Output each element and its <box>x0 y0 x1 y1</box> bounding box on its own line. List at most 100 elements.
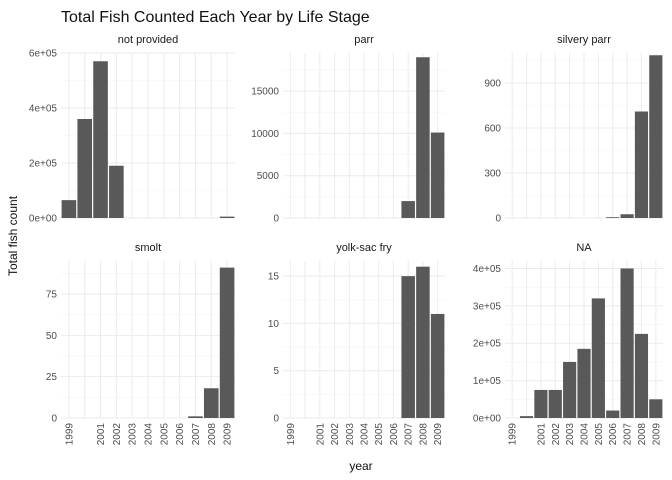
x-tick-label: 2009 <box>433 423 444 446</box>
bar <box>219 267 235 418</box>
bar <box>401 201 415 218</box>
y-tick-label: 15000 <box>251 87 279 98</box>
bar <box>620 214 634 218</box>
bar <box>534 389 548 418</box>
x-tick-label: 2008 <box>637 423 648 446</box>
facet-strip-label: NA <box>576 242 592 254</box>
y-tick-label: 600 <box>484 124 501 135</box>
y-tick-label: 2e+05 <box>473 339 502 350</box>
y-tick-label: 0 <box>51 414 57 425</box>
bar <box>620 268 634 418</box>
y-tick-label: 15 <box>268 272 280 283</box>
y-tick-label: 0 <box>273 214 279 225</box>
bar <box>563 361 577 418</box>
y-tick-label: 50 <box>46 331 58 342</box>
y-tick-label: 0 <box>273 414 279 425</box>
facet-strip-label: parr <box>354 34 374 46</box>
facet-panel-silvery-parr: 0 300 600 900 silvery parr <box>484 34 663 225</box>
facet-panel-smolt: 0 25 50 75 smolt 1999 2001 2002 2003 2004 2005 2006… <box>46 242 235 445</box>
y-tick-label: 2e+05 <box>29 159 58 170</box>
x-tick-label: 2002 <box>330 423 341 446</box>
x-tick-label: 2007 <box>623 423 634 446</box>
bar <box>188 416 203 418</box>
x-tick-label: 2001 <box>96 423 107 446</box>
y-tick-label: 0e+00 <box>473 414 502 425</box>
bar <box>61 200 77 218</box>
y-tick-label: 900 <box>484 79 501 90</box>
facet-strip-label: yolk-sac fry <box>336 242 392 254</box>
y-tick-label: 75 <box>46 290 58 301</box>
x-tick-label: 2005 <box>159 423 170 446</box>
facet-panel-not-provided: 0e+00 2e+05 4e+05 6e+05 not provided <box>29 34 235 225</box>
bar <box>634 333 649 418</box>
y-tick-label: 4e+05 <box>29 104 58 115</box>
x-tick-label: 2003 <box>565 423 576 446</box>
y-tick-label: 25 <box>46 372 58 383</box>
x-tick-label: 2007 <box>191 423 202 446</box>
x-tick-label: 2009 <box>223 423 234 446</box>
x-tick-label: 2003 <box>128 423 139 446</box>
x-tick-label: 2006 <box>389 423 400 446</box>
x-tick-label: 2008 <box>418 423 429 446</box>
y-tick-label: 300 <box>484 169 501 180</box>
x-tick-label: 2001 <box>315 423 326 446</box>
bar <box>634 111 649 218</box>
x-tick-label: 1999 <box>64 423 75 446</box>
x-axis-title: year <box>349 459 372 473</box>
bar <box>219 216 235 218</box>
x-tick-label: 2004 <box>580 423 591 446</box>
facet-strip-label: not provided <box>118 34 179 46</box>
x-tick-label: 2005 <box>594 423 605 446</box>
x-tick-label: 2008 <box>207 423 218 446</box>
chart-title: Total Fish Counted Each Year by Life Sta… <box>61 9 370 26</box>
bar <box>606 410 620 418</box>
x-tick-label: 1999 <box>286 423 297 446</box>
bar <box>430 132 445 218</box>
x-tick-label: 2004 <box>144 423 155 446</box>
y-tick-label: 10000 <box>251 129 279 140</box>
x-tick-label: 1999 <box>508 423 519 446</box>
x-tick-label: 2001 <box>536 423 547 446</box>
y-tick-label: 10 <box>268 319 280 330</box>
x-tick-label: 2003 <box>345 423 356 446</box>
y-tick-label: 4e+05 <box>473 264 502 275</box>
bar <box>649 399 663 418</box>
bar <box>203 388 219 418</box>
y-tick-label: 0e+00 <box>29 214 58 225</box>
bar <box>577 348 591 418</box>
x-tick-label: 2006 <box>175 423 186 446</box>
bar <box>430 313 445 418</box>
bar <box>401 276 415 418</box>
y-axis-title: Total fish count <box>6 195 20 276</box>
facet-panel-parr: 0 5000 10000 15000 parr <box>251 34 445 225</box>
y-tick-label: 5000 <box>257 171 280 182</box>
x-tick-label: 2006 <box>608 423 619 446</box>
x-tick-label: 2005 <box>374 423 385 446</box>
bar <box>591 298 605 418</box>
x-tick-label: 2007 <box>404 423 415 446</box>
y-tick-label: 5 <box>273 366 279 377</box>
facet-strip-label: silvery parr <box>557 34 611 46</box>
bar <box>649 55 663 218</box>
bar <box>77 119 93 218</box>
bar <box>606 217 620 218</box>
y-tick-label: 3e+05 <box>473 301 502 312</box>
x-tick-label: 2002 <box>112 423 123 446</box>
bar <box>416 266 430 418</box>
x-tick-label: 2002 <box>551 423 562 446</box>
bar <box>416 57 430 218</box>
facet-strip-label: smolt <box>135 242 161 254</box>
bar <box>548 389 562 418</box>
bar <box>519 416 534 418</box>
y-tick-label: 6e+05 <box>29 49 58 60</box>
bar <box>109 165 124 218</box>
bar <box>93 61 108 218</box>
x-tick-label: 2004 <box>360 423 371 446</box>
y-tick-label: 1e+05 <box>473 376 502 387</box>
x-tick-label: 2009 <box>651 423 662 446</box>
y-tick-label: 0 <box>495 214 501 225</box>
